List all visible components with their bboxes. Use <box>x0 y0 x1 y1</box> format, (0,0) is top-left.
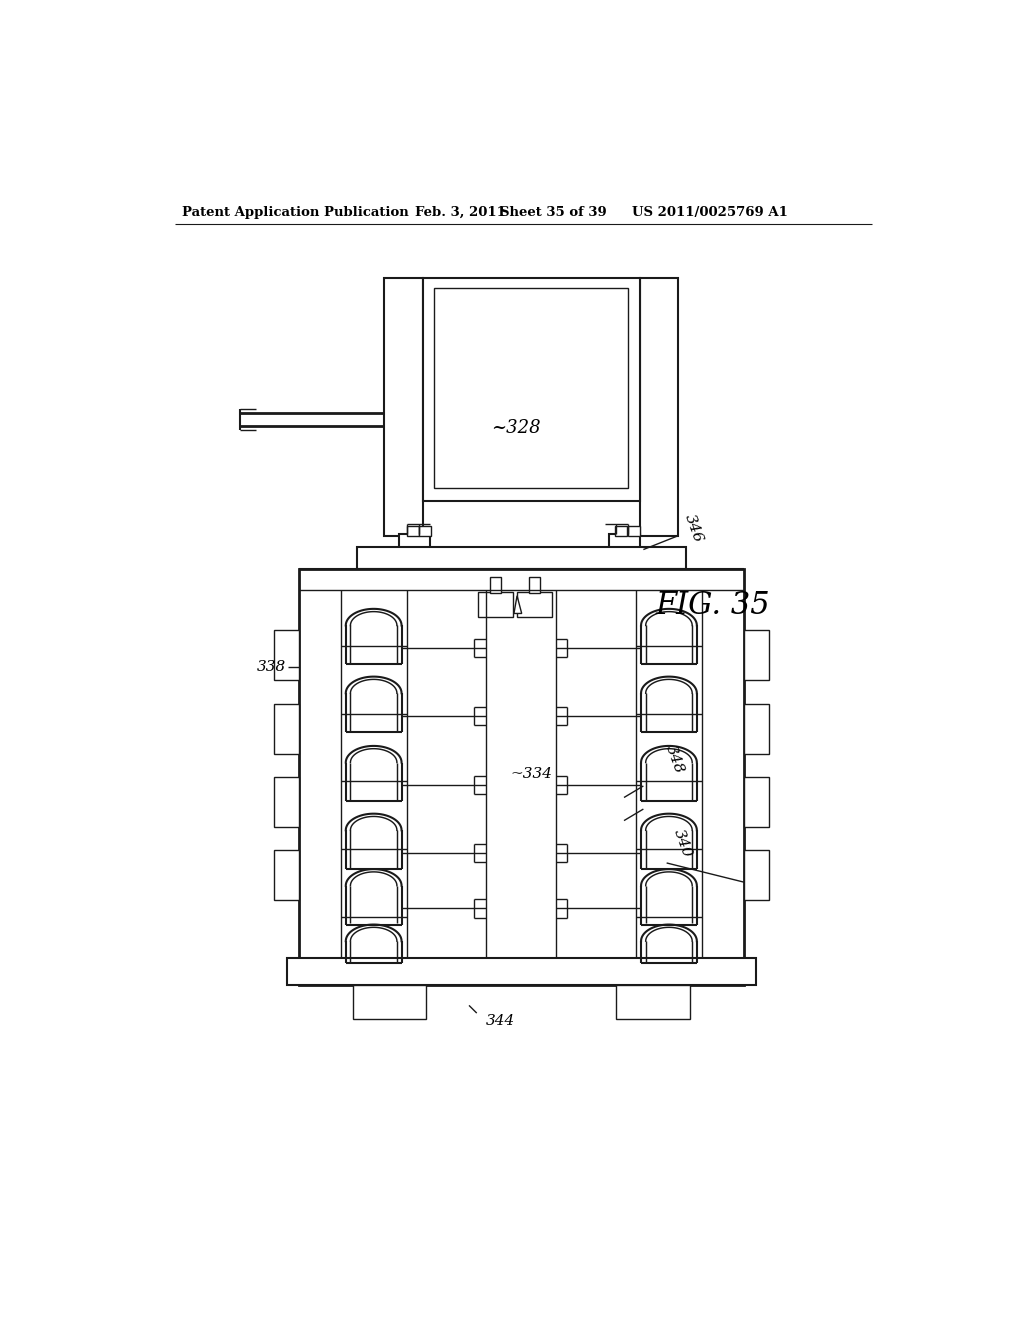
Bar <box>640 277 678 536</box>
Bar <box>273 850 299 900</box>
Text: 344: 344 <box>485 1014 515 1028</box>
Bar <box>273 704 299 754</box>
Bar <box>299 569 744 985</box>
Text: US 2011/0025769 A1: US 2011/0025769 A1 <box>632 206 787 219</box>
Bar <box>399 535 430 557</box>
Bar <box>478 591 513 616</box>
Polygon shape <box>514 595 521 614</box>
Bar <box>744 776 769 826</box>
Text: ~334: ~334 <box>510 767 552 781</box>
Bar <box>273 776 299 826</box>
Bar <box>356 548 686 569</box>
Text: Patent Application Publication: Patent Application Publication <box>182 206 409 219</box>
Text: Feb. 3, 2011: Feb. 3, 2011 <box>415 206 506 219</box>
Bar <box>287 958 756 985</box>
Bar <box>352 985 426 1019</box>
Bar <box>615 527 627 536</box>
Text: 338: 338 <box>257 660 286 673</box>
Text: Sheet 35 of 39: Sheet 35 of 39 <box>500 206 607 219</box>
Text: ~328: ~328 <box>490 418 541 437</box>
Bar <box>616 985 690 1019</box>
Bar <box>407 527 419 536</box>
Text: 348: 348 <box>663 743 686 775</box>
Text: 340: 340 <box>671 828 693 859</box>
Bar <box>489 577 501 594</box>
Bar <box>517 591 552 616</box>
Bar <box>744 704 769 754</box>
Bar <box>744 850 769 900</box>
Bar <box>273 631 299 681</box>
Bar <box>434 288 628 488</box>
Bar <box>423 277 640 502</box>
Bar <box>744 631 769 681</box>
Text: FIG. 35: FIG. 35 <box>655 590 770 620</box>
Bar <box>528 577 540 594</box>
Bar <box>608 535 640 557</box>
Bar <box>384 277 423 536</box>
Text: 346: 346 <box>682 512 706 544</box>
Bar <box>628 527 640 536</box>
Bar <box>420 527 431 536</box>
